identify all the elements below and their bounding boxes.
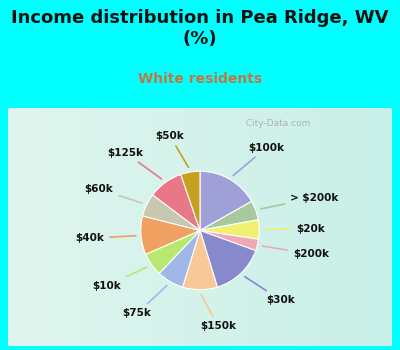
Text: $40k: $40k (76, 233, 136, 243)
Wedge shape (200, 171, 252, 230)
Text: $20k: $20k (264, 224, 325, 234)
Wedge shape (200, 230, 256, 287)
Wedge shape (142, 195, 200, 230)
Wedge shape (200, 201, 258, 230)
Wedge shape (200, 220, 259, 239)
Text: White residents: White residents (138, 72, 262, 86)
Text: $60k: $60k (85, 184, 142, 203)
Wedge shape (181, 171, 200, 230)
Wedge shape (200, 230, 258, 251)
Text: > $200k: > $200k (261, 193, 339, 209)
Text: $125k: $125k (108, 148, 162, 179)
Wedge shape (153, 174, 200, 230)
Text: $10k: $10k (93, 267, 147, 290)
Wedge shape (146, 230, 200, 273)
Text: $100k: $100k (233, 143, 284, 175)
Text: Income distribution in Pea Ridge, WV
(%): Income distribution in Pea Ridge, WV (%) (11, 9, 389, 48)
Text: $50k: $50k (156, 131, 188, 167)
Text: $200k: $200k (262, 246, 329, 259)
Wedge shape (183, 230, 217, 290)
Text: $150k: $150k (200, 294, 236, 331)
Wedge shape (141, 216, 200, 254)
Text: $30k: $30k (245, 276, 295, 305)
Wedge shape (159, 230, 200, 287)
Text: City-Data.com: City-Data.com (240, 119, 310, 128)
Text: $75k: $75k (123, 286, 167, 318)
